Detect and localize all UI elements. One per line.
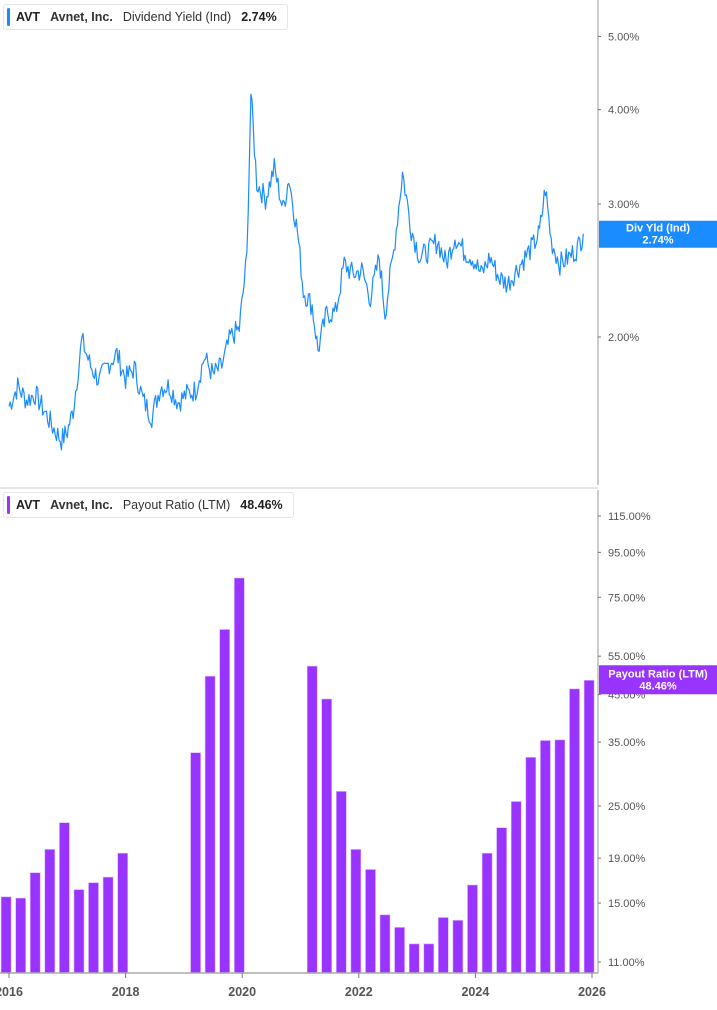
payout-ratio-bar[interactable] xyxy=(204,675,216,974)
x-tick-label: 2020 xyxy=(228,985,256,999)
y-tick-label: 2.00% xyxy=(608,332,639,344)
y-tick-label: 75.00% xyxy=(608,592,646,604)
payout-ratio-bar[interactable] xyxy=(88,882,99,974)
payout-ratio-bar[interactable] xyxy=(102,876,114,974)
payout-ratio-bar[interactable] xyxy=(335,791,347,974)
series-color-swatch xyxy=(7,8,10,26)
x-tick-label: 2024 xyxy=(461,985,489,999)
x-tick-label: 2026 xyxy=(578,985,606,999)
payout-ratio-bar[interactable] xyxy=(117,852,128,974)
payout-ratio-bar[interactable] xyxy=(496,827,507,974)
y-tick-label: 15.00% xyxy=(608,898,646,910)
payout-ratio-bar[interactable] xyxy=(510,801,522,974)
top-value-flag xyxy=(599,220,717,248)
y-tick-label: 115.00% xyxy=(608,511,651,523)
bottom-value-flag xyxy=(599,665,717,695)
payout-ratio-bar[interactable] xyxy=(540,740,551,974)
flag-label: Div Yld (Ind) xyxy=(626,223,690,235)
flag-value: 48.46% xyxy=(639,680,677,692)
payout-ratio-bar[interactable] xyxy=(525,756,537,974)
y-tick-label: 95.00% xyxy=(608,547,646,559)
y-tick-label: 35.00% xyxy=(608,737,646,749)
payout-ratio-bar[interactable] xyxy=(408,943,420,974)
x-tick-label: 2022 xyxy=(345,985,373,999)
series-color-swatch xyxy=(7,496,10,514)
top-legend[interactable]: AVT Avnet, Inc. Dividend Yield (Ind) 2.7… xyxy=(3,4,288,30)
payout-ratio-bar[interactable] xyxy=(481,852,493,974)
legend-metric: Payout Ratio (LTM) xyxy=(122,498,231,512)
legend-value: 2.74% xyxy=(241,10,277,24)
payout-ratio-bar[interactable] xyxy=(394,927,405,974)
y-tick-label: 4.00% xyxy=(608,105,639,117)
payout-ratio-bar[interactable] xyxy=(234,577,245,974)
payout-ratio-bar[interactable] xyxy=(73,889,85,974)
payout-ratio-bar[interactable] xyxy=(554,739,566,974)
payout-ratio-bar[interactable] xyxy=(59,822,70,974)
payout-ratio-bar[interactable] xyxy=(423,943,435,974)
payout-ratio-bar[interactable] xyxy=(379,914,391,974)
payout-ratio-bar[interactable] xyxy=(306,665,318,974)
payout-ratio-bar[interactable] xyxy=(44,849,56,974)
dividend-yield-line[interactable] xyxy=(8,93,584,451)
payout-ratio-bar[interactable] xyxy=(350,849,362,974)
legend-metric: Dividend Yield (Ind) xyxy=(122,10,232,24)
payout-ratio-bar[interactable] xyxy=(569,688,580,974)
legend-company: Avnet, Inc. xyxy=(50,10,113,24)
payout-ratio-bar[interactable] xyxy=(15,897,26,974)
y-tick-label: 25.00% xyxy=(608,801,646,813)
payout-ratio-bar[interactable] xyxy=(321,698,333,974)
payout-ratio-bar[interactable] xyxy=(452,919,464,974)
bottom-legend[interactable]: AVT Avnet, Inc. Payout Ratio (LTM) 48.46… xyxy=(3,492,294,518)
x-tick-label: 2016 xyxy=(0,985,23,999)
payout-ratio-bar[interactable] xyxy=(29,872,41,974)
flag-value: 2.74% xyxy=(642,235,673,247)
y-tick-label: 11.00% xyxy=(608,957,645,969)
y-tick-label: 5.00% xyxy=(608,31,639,43)
legend-company: Avnet, Inc. xyxy=(50,498,113,512)
payout-ratio-bar[interactable] xyxy=(583,679,595,974)
payout-ratio-bar[interactable] xyxy=(219,629,230,974)
y-tick-label: 3.00% xyxy=(608,199,639,211)
payout-ratio-bar[interactable] xyxy=(365,869,376,974)
payout-ratio-bar[interactable] xyxy=(0,896,12,974)
x-tick-label: 2018 xyxy=(112,985,140,999)
legend-ticker: AVT xyxy=(16,498,41,512)
legend-value: 48.46% xyxy=(240,498,283,512)
payout-ratio-bar[interactable] xyxy=(190,752,201,974)
legend-ticker: AVT xyxy=(16,10,41,24)
payout-ratio-bar[interactable] xyxy=(437,917,449,974)
flag-label: Payout Ratio (LTM) xyxy=(608,668,708,680)
y-tick-label: 19.00% xyxy=(608,853,646,865)
y-tick-label: 55.00% xyxy=(608,651,646,663)
payout-ratio-bar[interactable] xyxy=(467,884,478,974)
